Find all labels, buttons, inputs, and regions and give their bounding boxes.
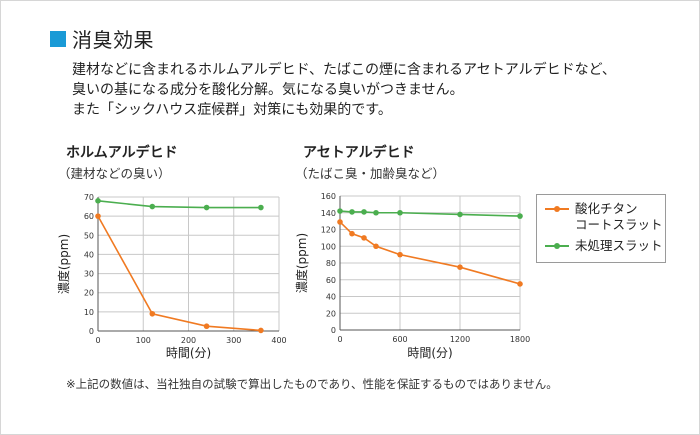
chart2-series-untreated-point	[457, 211, 463, 218]
chart1-ytick-label: 20	[84, 289, 94, 298]
chart1-xtick-label: 200	[181, 336, 196, 345]
chart2-ytick-label: 120	[321, 226, 336, 235]
chart2-ytick-label: 160	[321, 192, 336, 201]
description-line-2: 臭いの基になる成分を酸化分解。気になる臭いがつきません。	[72, 82, 464, 98]
legend-label-untreated: 未処理スラット	[575, 238, 663, 253]
chart2-xtick-label: 1200	[450, 335, 470, 344]
chart1-title: ホルムアルデヒド	[66, 145, 178, 161]
chart2-series-coated-point	[337, 219, 343, 225]
chart2-title: アセトアルデヒド	[303, 145, 415, 161]
chart2-series-coated-point	[349, 230, 355, 237]
chart1-ytick-label: 70	[84, 193, 94, 202]
chart2-ytick-label: 40	[326, 293, 336, 302]
chart1-ytick-label: 0	[89, 327, 94, 336]
chart2-series-untreated-point	[337, 208, 343, 214]
chart2-ytick-label: 20	[326, 309, 336, 318]
chart1-xtick-label: 100	[136, 336, 151, 345]
legend: 酸化チタン コートスラット 未処理スラット	[536, 194, 666, 263]
chart2-ytick-label: 140	[321, 209, 336, 218]
footnote: ※上記の数値は、当社独自の試験で算出したものであり、性能を保証するものではありま…	[66, 377, 558, 391]
chart1-series-untreated-point	[149, 203, 156, 210]
description: 建材などに含まれるホルムアルデヒド、たばこの煙に含まれるアセトアルデヒドなど、 …	[72, 60, 616, 120]
chart1-series-coated-point	[95, 213, 101, 219]
chart2-subtitle: （たばこ臭・加齢臭など）	[295, 166, 446, 181]
legend-marker-untreated-icon	[543, 238, 571, 254]
chart1-ytick-label: 30	[84, 270, 94, 279]
chart1-ytick-label: 60	[84, 212, 94, 221]
chart1-series-coated-point	[258, 327, 264, 334]
chart1-series-untreated-point	[203, 204, 210, 211]
chart2-series-untreated-point	[373, 209, 379, 216]
chart2-xtick-label: 1800	[510, 335, 530, 344]
chart1-ytick-label: 10	[84, 308, 94, 317]
chart2-series-coated-point	[397, 251, 403, 258]
chart1-ylabel: 濃度(ppm)	[56, 234, 71, 294]
chart1-xtick-label: 0	[95, 336, 100, 345]
chart2-ytick-label: 80	[326, 259, 336, 268]
legend-label-coated-line2: コートスラット	[575, 217, 663, 232]
chart2-ytick-label: 100	[321, 242, 336, 251]
chart2-series-untreated-point	[517, 213, 523, 219]
chart1-xlabel: 時間(分)	[166, 346, 211, 360]
chart2-ylabel: 濃度(ppm)	[294, 233, 309, 293]
chart1-series-untreated-point	[258, 204, 264, 211]
chart1-xtick-label: 400	[271, 336, 286, 345]
chart2-series-coated-point	[457, 264, 463, 270]
chart1-xtick-label: 300	[226, 336, 241, 345]
chart1-series-untreated-point	[95, 198, 101, 204]
legend-item-coated: 酸化チタン コートスラット	[543, 201, 663, 233]
description-line-1: 建材などに含まれるホルムアルデヒド、たばこの煙に含まれるアセトアルデヒドなど、	[72, 62, 616, 78]
chart2-xtick-label: 0	[337, 335, 342, 344]
legend-marker-coated-icon	[543, 201, 571, 217]
chart2-xtick-label: 600	[392, 335, 407, 344]
chart1-series-coated-point	[203, 323, 210, 330]
chart1-series-coated-line	[97, 215, 261, 332]
chart2-xlabel: 時間(分)	[407, 346, 452, 360]
chart1-ytick-label: 40	[84, 250, 94, 259]
description-line-3: また「シックハウス症候群」対策にも効果的です。	[72, 102, 392, 118]
chart2-ytick-label: 60	[326, 276, 336, 285]
chart1-subtitle: （建材などの臭い）	[58, 166, 171, 181]
chart1-ytick-label: 50	[84, 231, 94, 240]
chart2-series-untreated-point	[361, 209, 367, 215]
chart1-series-coated-point	[149, 310, 156, 317]
legend-item-untreated: 未処理スラット	[543, 238, 663, 254]
section-header: 消臭効果	[50, 24, 154, 53]
section-title: 消臭効果	[72, 28, 154, 52]
legend-label-coated-line1: 酸化チタン	[575, 201, 638, 216]
chart2-series-untreated-point	[397, 209, 403, 216]
chart2-series-coated-point	[373, 243, 379, 250]
chart2-series-coated-point	[517, 281, 523, 287]
title-square-icon	[50, 30, 66, 47]
chart1-series-untreated-line	[97, 200, 261, 209]
chart2-series-coated-point	[361, 235, 367, 241]
chart2-series-untreated-point	[349, 209, 355, 215]
chart2-ytick-label: 0	[331, 326, 336, 335]
